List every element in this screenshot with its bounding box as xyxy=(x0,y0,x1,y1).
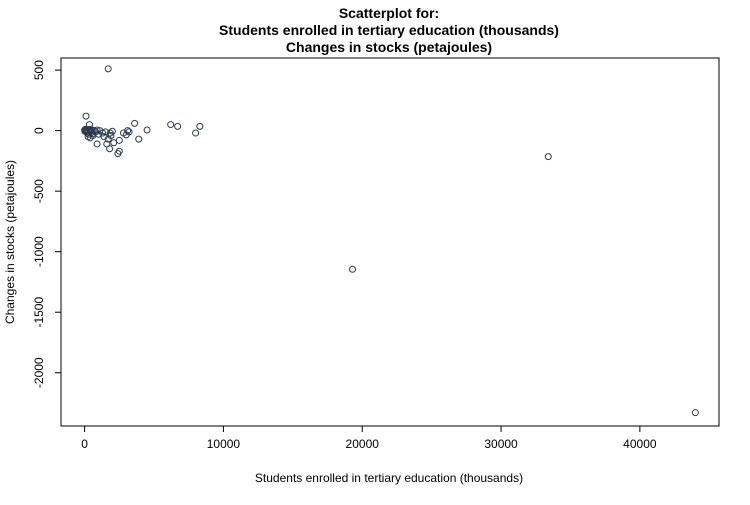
x-tick-label: 10000 xyxy=(207,437,241,451)
y-tick-label: -1500 xyxy=(32,297,46,328)
data-point xyxy=(131,119,139,127)
x-axis-label: Students enrolled in tertiary education … xyxy=(255,471,523,485)
data-point xyxy=(106,145,114,153)
data-point xyxy=(93,140,101,148)
plot-frame xyxy=(60,57,720,427)
x-tick-label: 20000 xyxy=(346,437,380,451)
data-point xyxy=(125,128,133,136)
data-point xyxy=(115,147,123,155)
y-tick-label: 0 xyxy=(32,127,46,134)
chart-title-line-1: Scatterplot for: xyxy=(339,5,439,21)
data-point xyxy=(107,131,115,139)
x-axis: 0 10000 20000 30000 40000 xyxy=(81,426,657,451)
data-point xyxy=(82,112,90,120)
data-point xyxy=(167,121,175,129)
data-point xyxy=(691,409,699,417)
data-point xyxy=(101,128,109,136)
data-point xyxy=(93,126,101,134)
data-point xyxy=(124,127,132,135)
y-tick-label: -2000 xyxy=(32,357,46,388)
data-point xyxy=(349,265,357,273)
data-point xyxy=(544,153,552,161)
data-point xyxy=(192,129,200,137)
x-tick-label: 30000 xyxy=(484,437,518,451)
data-point xyxy=(196,122,204,130)
data-point xyxy=(110,139,118,147)
data-point xyxy=(143,126,151,134)
data-point xyxy=(174,122,182,130)
chart-title: Scatterplot for: Students enrolled in te… xyxy=(219,5,559,55)
x-tick-label: 40000 xyxy=(623,437,657,451)
chart-title-line-2: Students enrolled in tertiary education … xyxy=(219,22,559,38)
chart-title-line-3: Changes in stocks (petajoules) xyxy=(286,39,492,55)
y-tick-label: -1000 xyxy=(32,236,46,267)
y-tick-label: 500 xyxy=(32,60,46,80)
data-points xyxy=(81,65,699,417)
y-axis: 500 0 -500 -1000 -1500 -2000 xyxy=(32,60,61,388)
y-tick-label: -500 xyxy=(32,179,46,203)
data-point xyxy=(115,136,123,144)
data-point xyxy=(104,65,112,73)
data-point xyxy=(108,127,116,135)
x-tick-label: 0 xyxy=(81,437,88,451)
data-point xyxy=(135,135,143,143)
data-point xyxy=(94,130,102,138)
y-axis-label: Changes in stocks (petajoules) xyxy=(3,160,17,324)
